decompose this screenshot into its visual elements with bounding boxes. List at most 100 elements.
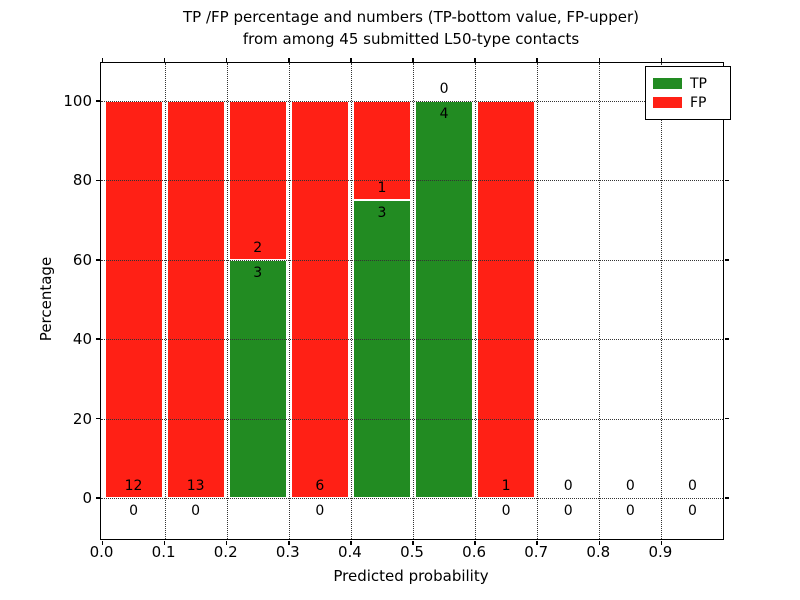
tp-count-label: 0: [129, 503, 138, 519]
tp-count-label: 0: [625, 503, 635, 519]
x-tick-label: 0.8: [586, 543, 611, 561]
fp-count-label: 0: [625, 478, 635, 494]
legend-entry-fp: FP: [653, 94, 723, 111]
tp-swatch-icon: [653, 78, 682, 89]
legend-label-fp: FP: [690, 94, 707, 111]
fp-count-label: 1: [377, 180, 387, 197]
bar-segment-fp: [352, 101, 411, 201]
bar-segment-fp: [477, 101, 536, 498]
x-tick-mark: [288, 540, 290, 545]
gridline-horizontal: [101, 498, 723, 499]
x-tick-label: 0.0: [89, 543, 114, 561]
chart-title-line2: from among 45 submitted L50-type contact…: [242, 30, 580, 48]
x-tick-label: 0.7: [524, 543, 549, 561]
tp-count-label: 0: [563, 503, 573, 519]
bar-segment-tp: [352, 200, 411, 498]
gridline-vertical: [413, 63, 414, 539]
tp-count-label: 0: [687, 503, 697, 519]
fp-count-label: 6: [315, 478, 325, 494]
bar-segment-tp: [228, 259, 287, 498]
x-tick-mark: [598, 540, 601, 545]
y-tick-mark: [724, 179, 729, 182]
gridline-horizontal: [101, 259, 723, 261]
bar-segment-fp: [104, 101, 163, 498]
y-tick-label: 0: [82, 489, 92, 507]
x-tick-mark: [288, 57, 290, 62]
x-tick-mark: [598, 57, 601, 62]
gridline-vertical: [661, 63, 663, 539]
gridline-horizontal: [101, 418, 723, 420]
x-tick-mark: [225, 57, 228, 62]
gridline-horizontal: [101, 180, 723, 182]
legend-label-tp: TP: [690, 75, 707, 92]
legend: TP FP: [645, 66, 731, 120]
y-tick-mark: [724, 417, 729, 420]
x-tick-mark: [101, 540, 104, 545]
x-tick-mark: [660, 57, 663, 62]
fp-count-label: 0: [439, 81, 449, 97]
y-tick-label: 80: [72, 171, 92, 190]
gridline-vertical: [226, 63, 228, 539]
tp-count-label: 4: [439, 106, 449, 122]
gridline-vertical: [475, 63, 477, 539]
y-tick-label: 100: [63, 92, 92, 110]
x-tick-mark: [474, 57, 476, 62]
x-tick-mark: [660, 540, 663, 545]
x-tick-mark: [350, 57, 352, 62]
fp-count-label: 12: [124, 478, 143, 494]
legend-entry-tp: TP: [653, 75, 723, 92]
fp-swatch-icon: [653, 97, 682, 108]
gridline-vertical: [288, 63, 290, 539]
x-tick-mark: [225, 540, 228, 545]
gridline-horizontal: [101, 101, 723, 102]
tp-count-label: 0: [501, 503, 511, 519]
x-tick-label: 0.5: [400, 543, 424, 561]
y-tick-mark: [724, 497, 729, 499]
bar-segment-fp: [166, 101, 225, 498]
x-tick-label: 0.9: [648, 543, 673, 561]
y-tick-mark: [95, 259, 100, 261]
gridline-vertical: [164, 63, 166, 539]
x-tick-label: 0.4: [337, 543, 362, 561]
y-tick-mark: [95, 179, 100, 182]
bar-segment-tp: [415, 101, 474, 498]
chart-title-line1: TP /FP percentage and numbers (TP-bottom…: [183, 8, 639, 26]
fp-count-label: 2: [253, 239, 263, 256]
y-tick-label: 40: [72, 330, 92, 349]
x-tick-label: 0.1: [151, 543, 176, 561]
gridline-vertical: [537, 63, 539, 539]
gridline-horizontal: [101, 339, 723, 341]
chart-title: TP /FP percentage and numbers (TP-bottom…: [100, 6, 722, 50]
fp-count-label: 1: [501, 478, 511, 494]
y-tick-mark: [724, 338, 729, 340]
x-tick-mark: [163, 540, 166, 545]
y-tick-label: 60: [72, 250, 92, 269]
x-tick-mark: [536, 540, 538, 545]
x-tick-label: 0.6: [462, 543, 487, 561]
y-tick-label: 20: [72, 409, 92, 428]
fp-count-label: 0: [687, 478, 697, 494]
tp-count-label: 0: [315, 503, 325, 519]
tp-count-label: 0: [191, 503, 201, 519]
x-tick-mark: [412, 540, 414, 545]
x-tick-mark: [101, 57, 104, 62]
fp-count-label: 0: [563, 478, 573, 494]
y-tick-mark: [95, 417, 100, 420]
fp-count-label: 13: [186, 478, 205, 494]
x-tick-mark: [412, 57, 414, 62]
y-tick-mark: [95, 100, 100, 102]
y-axis-label: Percentage: [37, 256, 55, 342]
bar-segment-fp: [290, 101, 349, 498]
gridline-vertical: [350, 63, 352, 539]
x-tick-mark: [163, 57, 166, 62]
tp-count-label: 3: [377, 205, 387, 222]
x-tick-mark: [350, 540, 352, 545]
tp-count-label: 3: [253, 264, 263, 281]
x-tick-mark: [536, 57, 538, 62]
gridline-vertical: [599, 63, 601, 539]
plot-area: 12 0 13 0 2 3 6 0 1 3 0 4 1 0 0 0 0 0 0 0: [95, 57, 729, 545]
y-tick-mark: [724, 259, 729, 261]
x-tick-label: 0.2: [213, 543, 238, 561]
x-axis-label: Predicted probability: [333, 567, 489, 585]
